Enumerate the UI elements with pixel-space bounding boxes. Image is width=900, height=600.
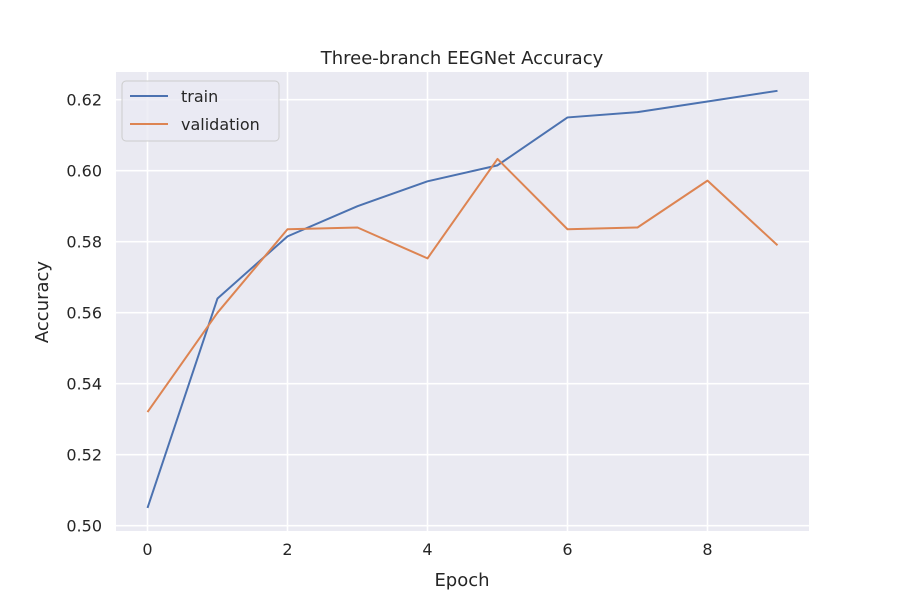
x-axis-label: Epoch bbox=[434, 570, 489, 591]
grid bbox=[116, 72, 809, 531]
y-tick-label: 0.54 bbox=[66, 375, 102, 394]
x-tick-label: 4 bbox=[422, 540, 432, 559]
legend-label-train: train bbox=[181, 87, 218, 106]
series-layer bbox=[146, 89, 779, 509]
y-tick-label: 0.58 bbox=[66, 233, 102, 252]
y-tick-label: 0.56 bbox=[66, 304, 102, 323]
series-line-validation bbox=[146, 157, 779, 413]
y-tick-label: 0.60 bbox=[66, 162, 102, 181]
x-tick-label: 6 bbox=[562, 540, 572, 559]
series-line-train bbox=[146, 89, 778, 509]
legend-label-validation: validation bbox=[181, 115, 260, 134]
x-tick-label: 8 bbox=[702, 540, 712, 559]
chart-title: Three-branch EEGNet Accuracy bbox=[320, 48, 604, 69]
x-tick-label: 0 bbox=[142, 540, 152, 559]
legend: train validation bbox=[121, 80, 280, 142]
ticks: 0 2 4 6 8 0.50 0.52 0.54 0.56 0.58 0.60 0.62 bbox=[66, 91, 712, 559]
x-tick-label: 2 bbox=[282, 540, 292, 559]
y-tick-label: 0.62 bbox=[66, 91, 102, 110]
y-tick-label: 0.52 bbox=[66, 446, 102, 465]
y-axis-label: Accuracy bbox=[32, 261, 53, 344]
y-tick-label: 0.50 bbox=[66, 517, 102, 536]
